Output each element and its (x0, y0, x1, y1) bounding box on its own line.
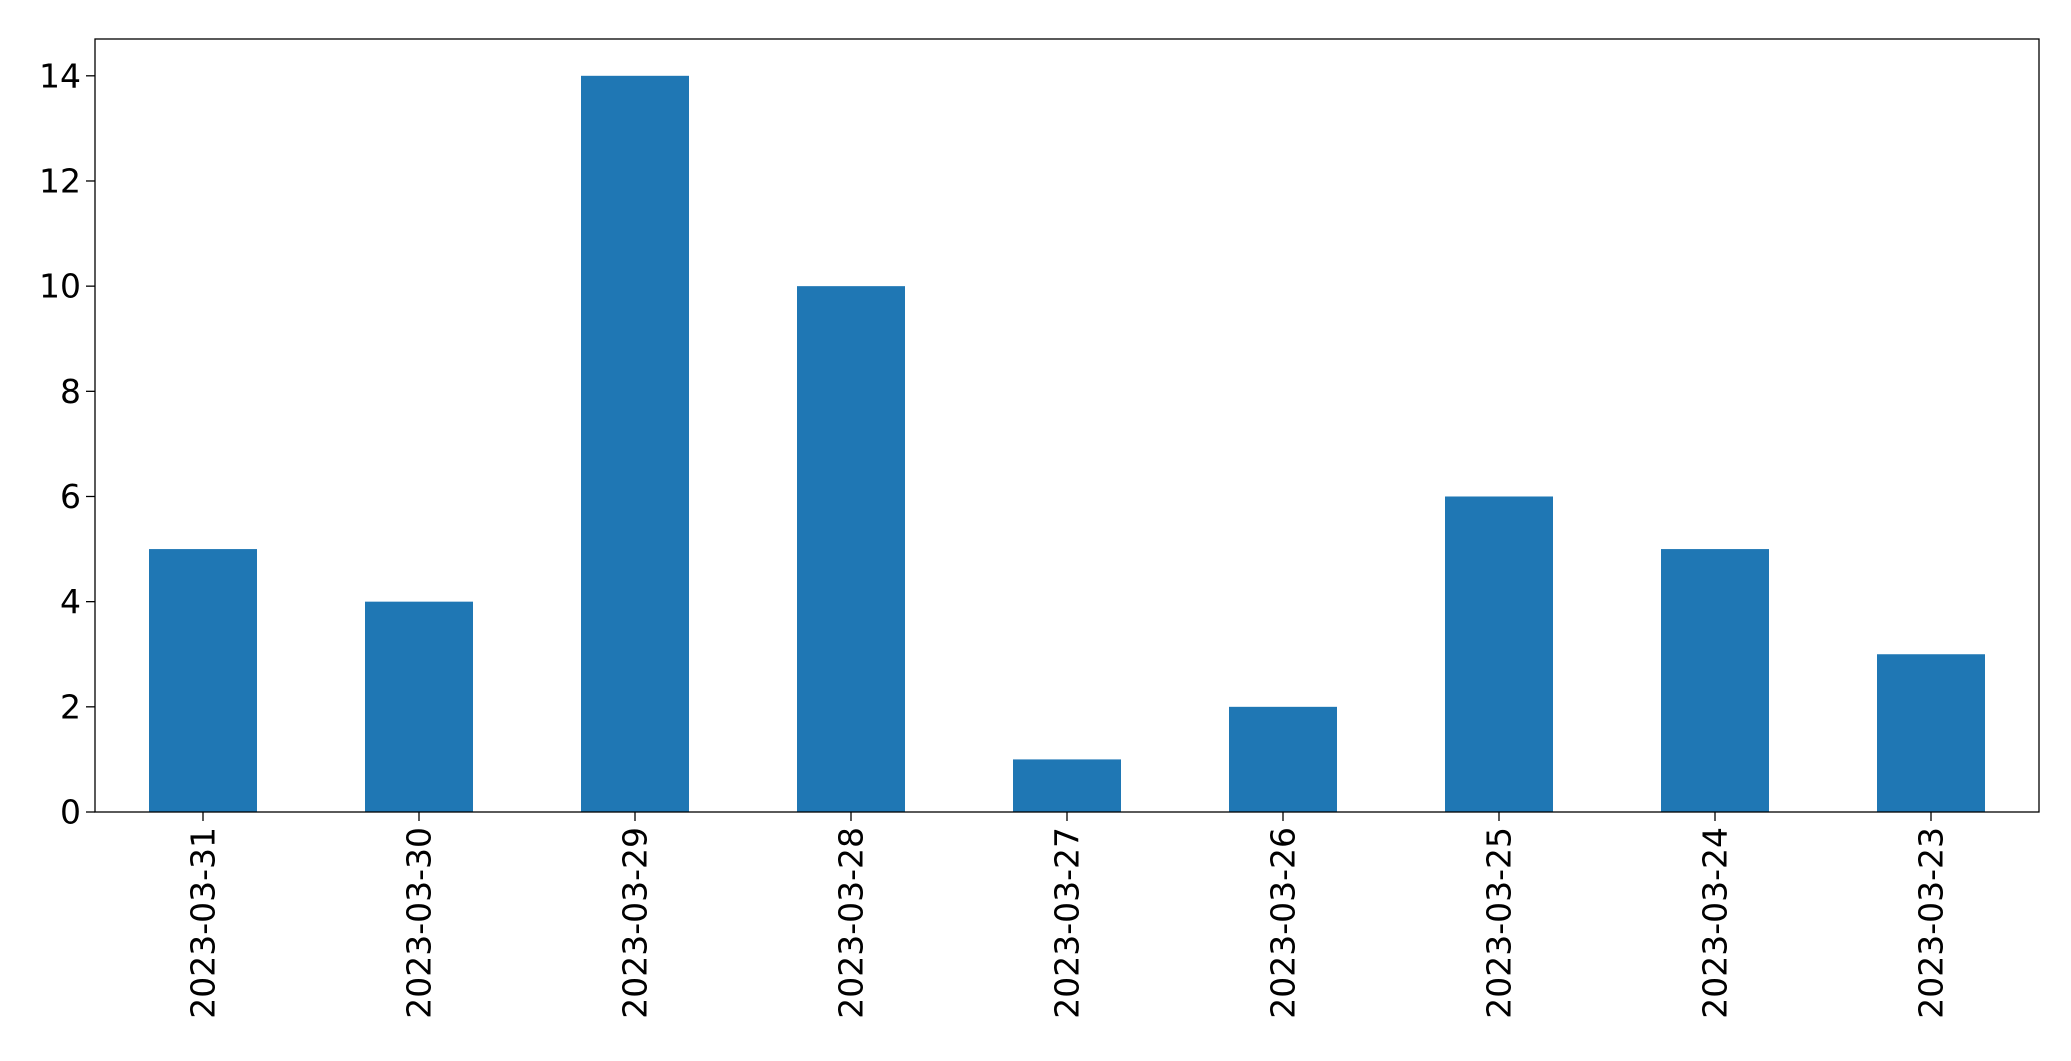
y-tick-label: 4 (60, 582, 81, 621)
y-tick-label: 0 (60, 793, 81, 832)
bar-2023-03-23 (1877, 654, 1985, 812)
x-tick-label: 2023-03-31 (184, 827, 223, 1019)
bar-2023-03-29 (581, 75, 689, 812)
x-axis: 2023-03-31 2023-03-30 2023-03-29 2023-03-28… (184, 812, 1951, 1019)
y-axis: 0 2 4 6 8 10 12 14 (39, 56, 95, 832)
y-tick-label: 2 (60, 687, 81, 726)
bar-2023-03-31 (149, 549, 257, 812)
bar-2023-03-24 (1661, 549, 1769, 812)
plot-frame (94, 38, 2040, 813)
x-tick-label: 2023-03-29 (616, 827, 655, 1019)
x-tick-label: 2023-03-25 (1480, 827, 1519, 1019)
bar-2023-03-30 (365, 601, 473, 812)
bar-2023-03-26 (1229, 706, 1337, 812)
x-tick-label: 2023-03-24 (1696, 827, 1735, 1019)
bars-group (149, 75, 1985, 812)
bar-2023-03-28 (797, 286, 905, 812)
y-tick-label: 12 (39, 161, 81, 200)
y-tick-label: 10 (39, 267, 81, 306)
bar-2023-03-27 (1013, 759, 1121, 812)
y-tick-label: 8 (60, 372, 81, 411)
x-tick-label: 2023-03-30 (400, 827, 439, 1019)
bar-2023-03-25 (1445, 496, 1553, 812)
x-tick-label: 2023-03-26 (1264, 827, 1303, 1019)
y-tick-label: 14 (39, 56, 81, 95)
x-tick-label: 2023-03-27 (1048, 827, 1087, 1019)
x-tick-label: 2023-03-28 (832, 827, 871, 1019)
y-tick-label: 6 (60, 477, 81, 516)
x-tick-label: 2023-03-23 (1912, 827, 1951, 1019)
